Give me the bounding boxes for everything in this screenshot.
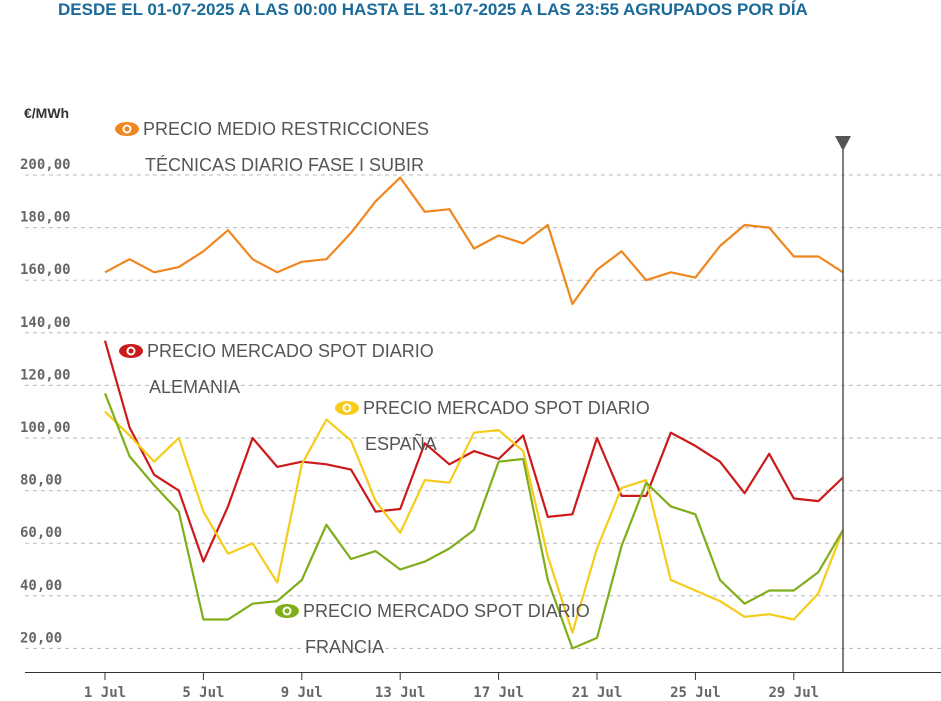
x-tick-label: 21 Jul: [572, 685, 623, 701]
cursor-marker-icon[interactable]: [835, 136, 851, 151]
legend: PRECIO MEDIO RESTRICCIONES TÉCNICAS DIARI…: [115, 119, 650, 657]
y-tick-label: 180,00: [20, 210, 71, 226]
y-tick-labels: 20,00 40,00 60,00 80,00 100,00 120,00 140,00 16…: [20, 157, 71, 646]
eye-icon[interactable]: [275, 604, 299, 618]
x-tick-label: 29 Jul: [769, 685, 820, 701]
x-tick-label: 1 Jul: [84, 685, 126, 701]
series-line-3: [103, 392, 844, 650]
legend-label-line2: ALEMANIA: [149, 377, 240, 397]
legend-label-line1: PRECIO MEDIO RESTRICCIONES: [143, 119, 429, 139]
x-tick-label: 5 Jul: [182, 685, 224, 701]
cursor[interactable]: [835, 136, 851, 672]
legend-item-1: PRECIO MERCADO SPOT DIARIO ALEMANIA: [119, 341, 434, 397]
x-tick-label: 17 Jul: [473, 685, 524, 701]
x-tick-label: 13 Jul: [375, 685, 426, 701]
y-tick-label: 60,00: [20, 525, 62, 541]
legend-label-line2: TÉCNICAS DIARIO FASE I SUBIR: [145, 155, 424, 175]
x-tick-labels: 1 Jul 5 Jul 9 Jul 13 Jul 17 Jul 21 Jul 25 Jul 2…: [84, 672, 819, 701]
legend-label-line1: PRECIO MERCADO SPOT DIARIO: [147, 341, 434, 361]
y-tick-label: 20,00: [20, 630, 62, 646]
legend-item-0: PRECIO MEDIO RESTRICCIONES TÉCNICAS DIARI…: [115, 119, 429, 175]
x-tick-label: 25 Jul: [670, 685, 721, 701]
y-tick-label: 140,00: [20, 315, 71, 331]
axes: €/MWh: [24, 105, 941, 673]
chart-title: DESDE EL 01-07-2025 A LAS 00:00 HASTA EL…: [58, 0, 808, 19]
x-tick-label: 9 Jul: [281, 685, 323, 701]
y-tick-label: 40,00: [20, 578, 62, 594]
series-line-1: [103, 340, 844, 563]
eye-icon[interactable]: [115, 122, 139, 136]
series-lines: [103, 176, 845, 650]
y-tick-label: 100,00: [20, 420, 71, 436]
legend-label-line2: FRANCIA: [305, 637, 384, 657]
eye-icon[interactable]: [119, 344, 143, 358]
y-axis-unit-label: €/MWh: [24, 105, 69, 121]
y-tick-label: 200,00: [20, 157, 71, 173]
eye-icon[interactable]: [335, 401, 359, 415]
legend-item-3: PRECIO MERCADO SPOT DIARIO FRANCIA: [275, 601, 590, 657]
series-line-0: [104, 176, 844, 305]
y-tick-label: 80,00: [20, 473, 62, 489]
legend-label-line2: ESPAÑA: [365, 433, 437, 454]
legend-label-line1: PRECIO MERCADO SPOT DIARIO: [303, 601, 590, 621]
y-tick-label: 120,00: [20, 367, 71, 383]
y-tick-label: 160,00: [20, 262, 71, 278]
series-line-2: [104, 410, 845, 634]
legend-item-2: PRECIO MERCADO SPOT DIARIO ESPAÑA: [335, 398, 650, 454]
legend-label-line1: PRECIO MERCADO SPOT DIARIO: [363, 398, 650, 418]
